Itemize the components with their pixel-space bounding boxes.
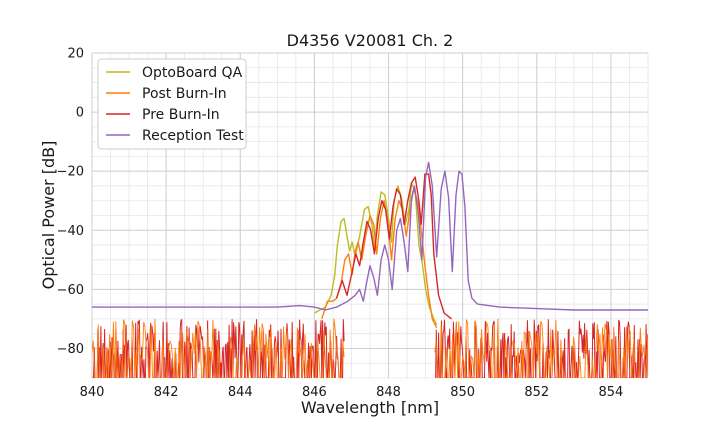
y-tick-label: −60	[57, 283, 84, 298]
legend-label: Reception Test	[142, 128, 244, 144]
x-tick-label: 842	[154, 385, 179, 400]
x-tick-label: 848	[376, 385, 401, 400]
series-noise-line-orange	[92, 318, 345, 378]
y-axis-title: Optical Power [dB]	[39, 141, 58, 290]
axis-group: 840 842 844 846 848 850 852 854 20 0 −20 −40 −60 −80	[57, 47, 624, 401]
x-tick-label: 840	[80, 385, 105, 400]
x-tick-label: 844	[228, 385, 253, 400]
x-tick-label: 852	[524, 385, 549, 400]
x-axis-title: Wavelength [nm]	[301, 398, 439, 417]
chart-title: D4356 V20081 Ch. 2	[287, 31, 454, 50]
x-tick-label: 850	[450, 385, 475, 400]
y-tick-label: 0	[76, 106, 84, 121]
series-line-optoboard-qa	[314, 182, 438, 326]
y-tick-label: 20	[67, 47, 84, 62]
series-noise-line-orange	[434, 318, 648, 378]
x-tick-label: 846	[302, 385, 327, 400]
x-tick-label: 854	[599, 385, 624, 400]
series-line-pre-burn-in	[335, 173, 452, 320]
legend-label: Post Burn-In	[142, 86, 227, 102]
legend-label: Pre Burn-In	[142, 107, 220, 123]
series-line-post-burn-in	[321, 188, 438, 329]
series-group	[92, 161, 648, 378]
legend-label: OptoBoard QA	[142, 65, 243, 81]
y-tick-label: −40	[57, 224, 84, 239]
legend-box	[97, 58, 247, 150]
y-tick-label: −80	[57, 342, 84, 357]
y-tick-label: −20	[57, 165, 84, 180]
series-line-reception-test	[92, 161, 648, 311]
legend: OptoBoard QA Post Burn-In Pre Burn-In Recep…	[97, 58, 247, 150]
